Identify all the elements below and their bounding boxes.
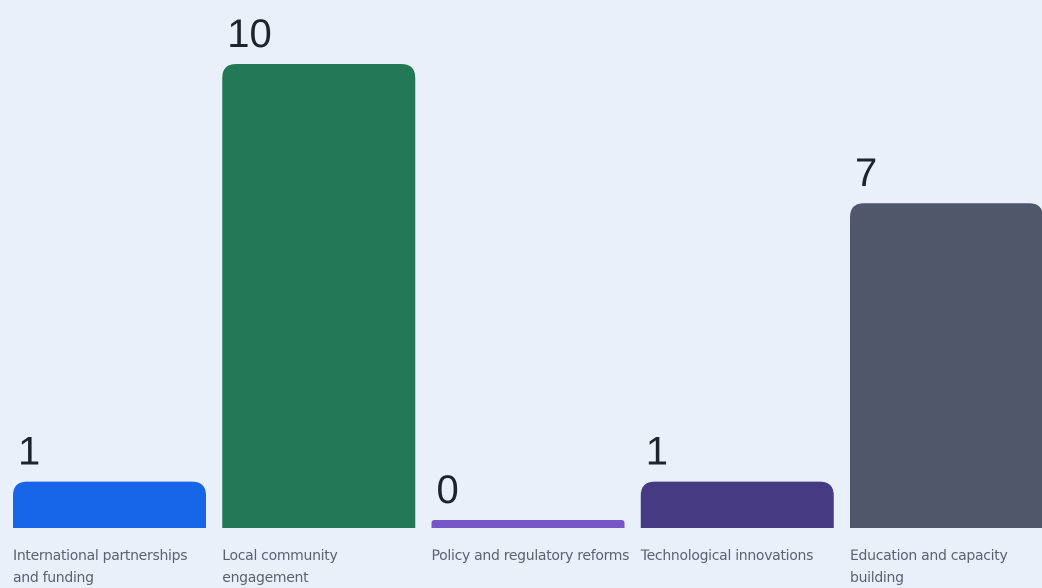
value-label-4: 1 xyxy=(646,430,668,474)
category-label-3: Policy and regulatory reforms xyxy=(431,548,630,564)
value-label-3: 0 xyxy=(437,468,459,512)
value-label-1: 1 xyxy=(18,430,40,474)
category-label-4: Technological innovations xyxy=(640,548,814,564)
category-label-1: International partnerships and funding xyxy=(13,548,188,586)
bar-1 xyxy=(13,481,206,528)
bar-4 xyxy=(640,481,834,528)
value-label-5: 7 xyxy=(855,151,877,195)
bar-2 xyxy=(222,64,416,528)
bar-5 xyxy=(850,203,1042,528)
bar-3 xyxy=(431,520,625,528)
category-label-5: Education and capacity building xyxy=(850,548,1008,586)
category-label-2: Local community engagement xyxy=(222,548,338,586)
value-label-2: 10 xyxy=(227,12,272,56)
